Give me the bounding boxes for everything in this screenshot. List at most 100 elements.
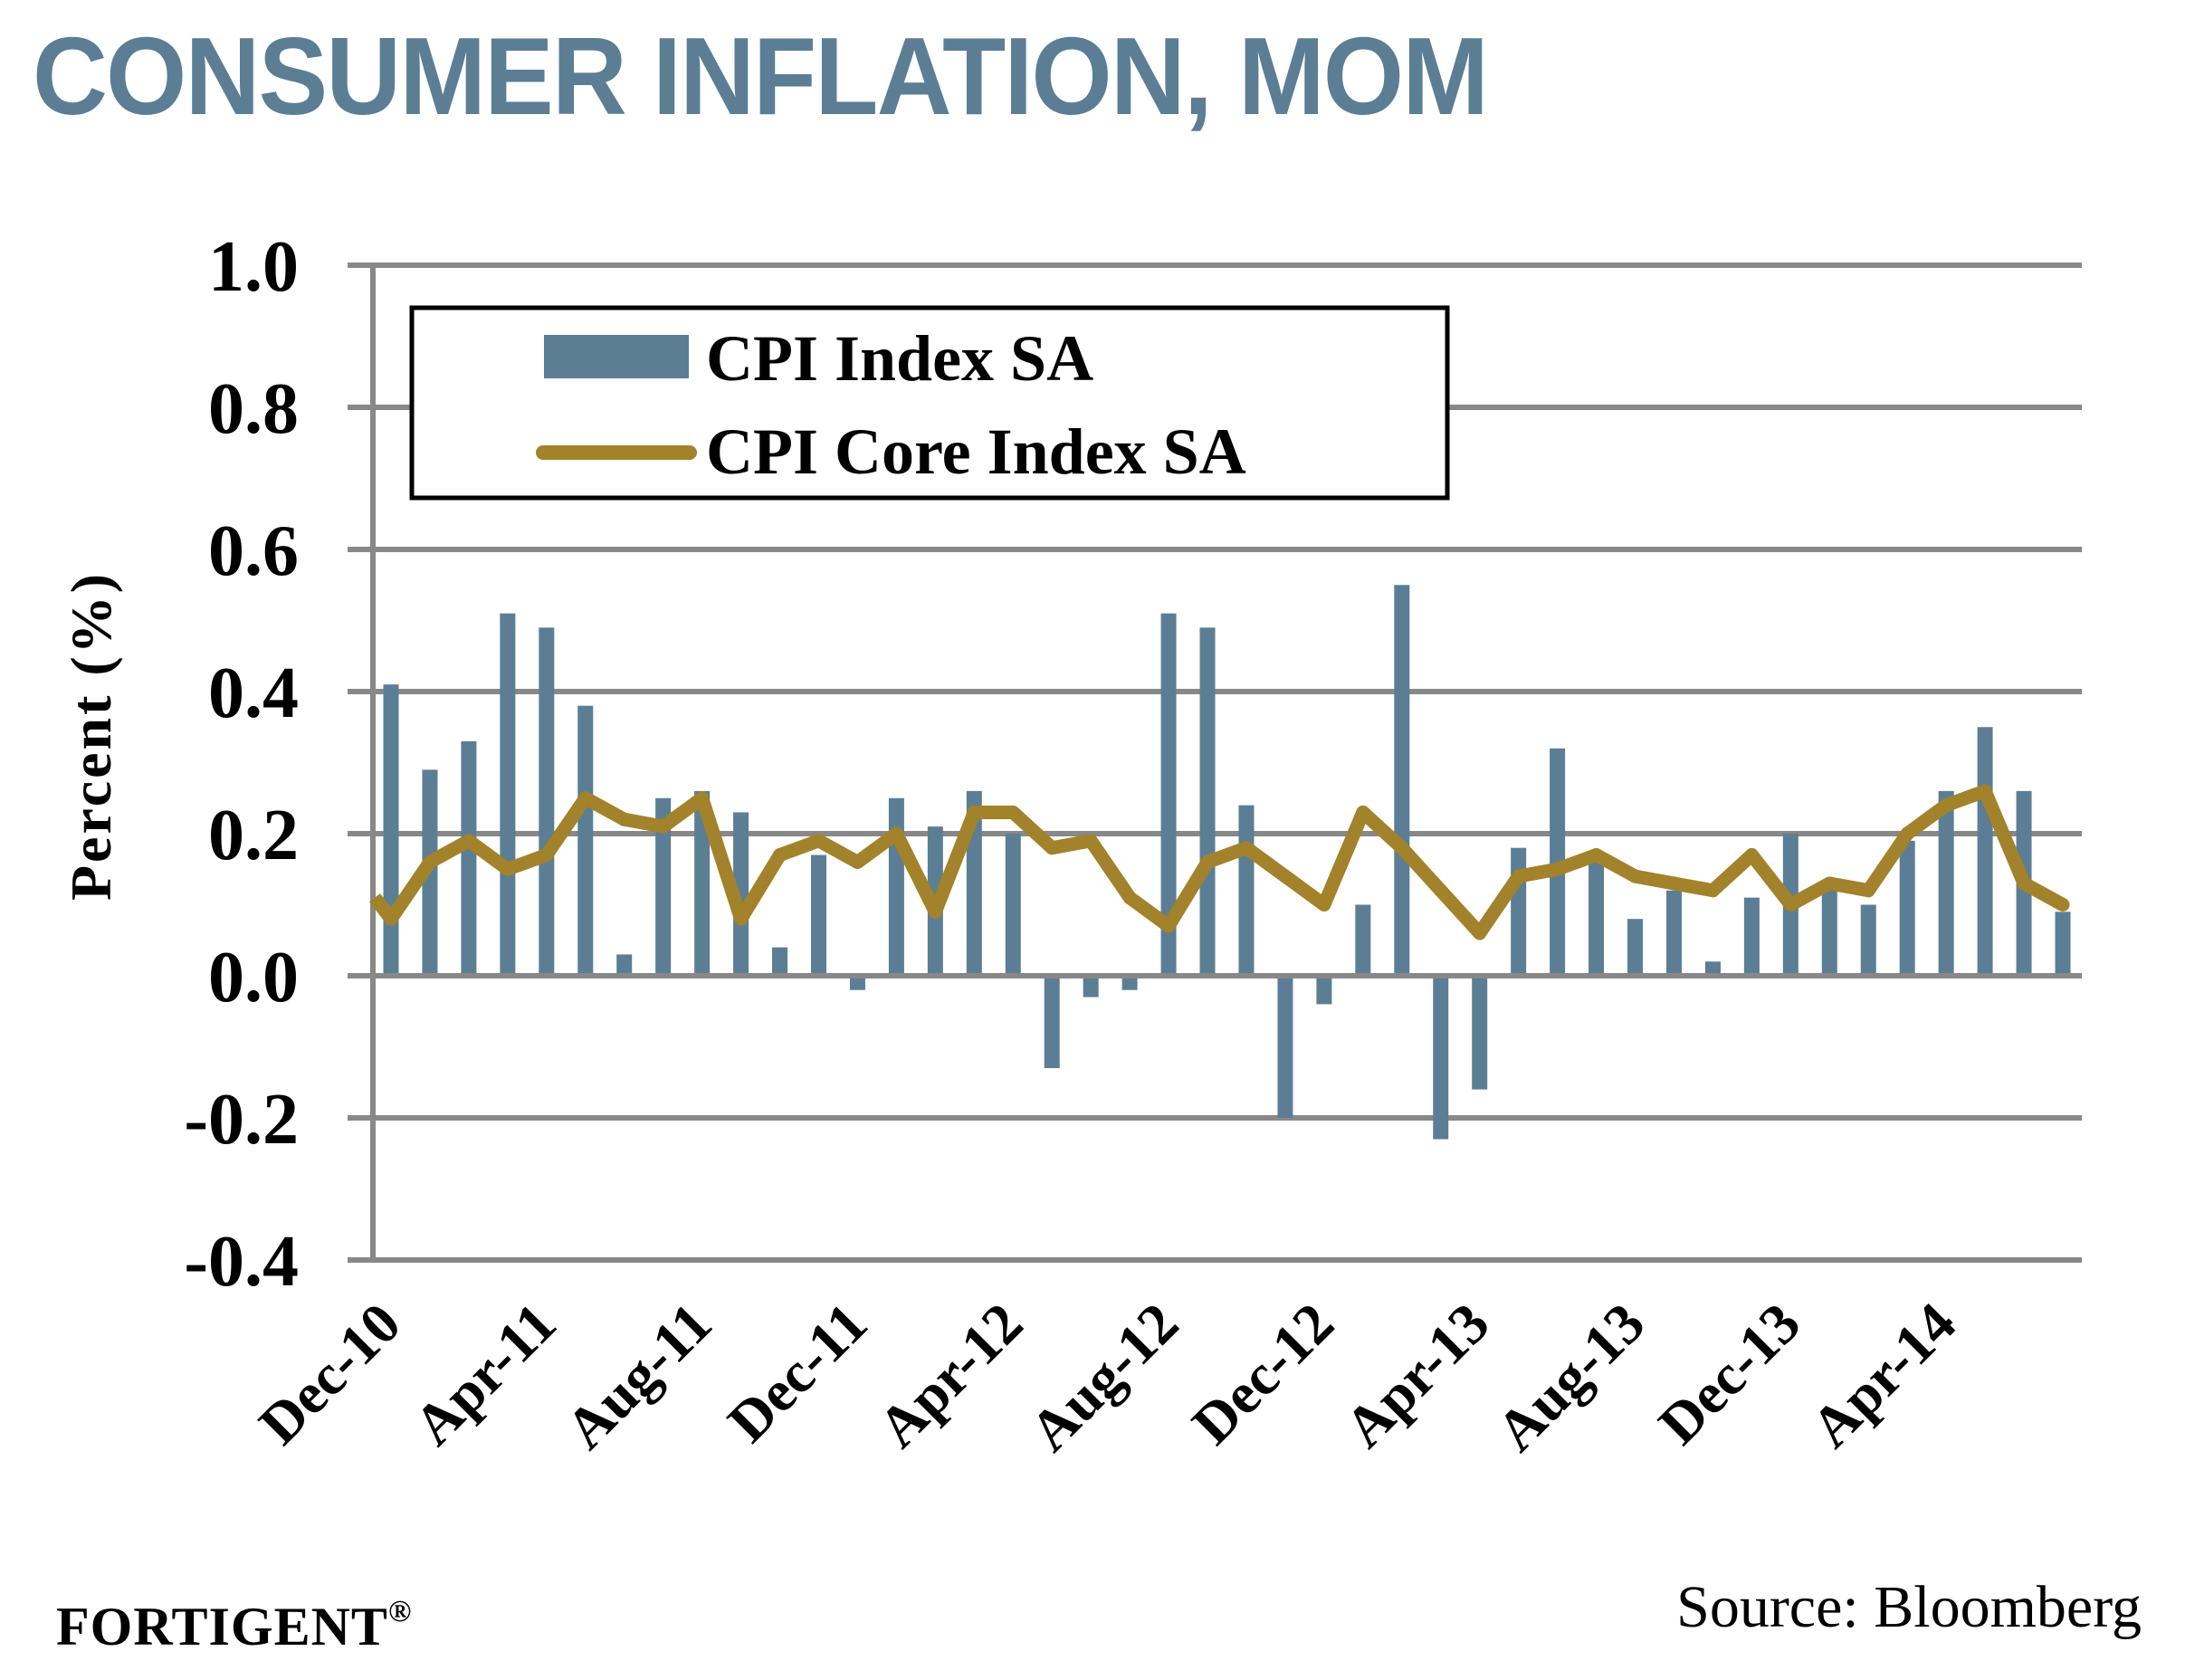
legend: CPI Index SA CPI Core Index SA [409,305,1450,501]
bar-May-13 [1511,847,1527,976]
bar-May-11 [577,705,594,976]
bar-Feb-11 [461,740,477,976]
line-point-Jan-11 [423,854,437,869]
line-point-Jun-12 [1083,834,1098,848]
line-point-Jul-13 [1589,848,1604,863]
line-point-Apr-13 [1473,926,1487,940]
bar-Jul-14 [2055,912,2071,976]
legend-label-cpi-core-index-sa: CPI Core Index SA [706,415,1246,488]
bar-Nov-13 [1743,897,1760,976]
bar-Apr-12 [1005,834,1021,976]
line-point-Dec-10 [384,912,398,926]
line-point-Jan-13 [1356,805,1370,819]
x-tick-label: Aug-11 [553,1291,724,1462]
bar-Sep-11 [733,812,749,976]
bar-Jan-12 [888,797,904,976]
x-tick-label: Aug-13 [1484,1291,1656,1464]
y-tick-label: 0.8 [208,369,299,449]
y-tick-labels: 1.0 0.8 0.6 0.4 0.2 0.0 -0.2 -0.4 [184,227,299,1302]
y-tick-label: 0.2 [208,796,299,875]
line-series-wrap [369,784,2070,940]
y-tick-label: 0.4 [208,654,299,733]
line-point-May-12 [1045,841,1059,855]
line-point-Sep-13 [1666,876,1681,891]
bar-Oct-11 [772,947,788,976]
legend-label-cpi-index-sa: CPI Index SA [706,322,1093,395]
line-point-Oct-13 [1705,883,1720,898]
bar-Aug-11 [694,790,711,976]
line-point-Oct-11 [773,848,787,863]
line-point-Mar-11 [501,862,515,876]
line-point-Jun-11 [617,812,632,826]
line-series-cpi-core-index-sa [369,784,2066,940]
line-point-Jul-11 [656,819,671,834]
line-point-Apr-12 [1006,805,1020,819]
line-point-May-13 [1512,869,1526,883]
bar-Apr-14 [1938,790,1954,976]
bar-Mar-13 [1433,976,1449,1140]
line-point-Jul-12 [1122,891,1137,905]
brand-name: FORTIGENT [56,1597,388,1656]
bar-May-14 [1977,727,1993,976]
line-point-Sep-12 [1200,854,1215,869]
line-point-Aug-12 [1161,919,1176,933]
bar-Sep-13 [1665,890,1682,976]
line-point-Nov-11 [811,834,825,848]
y-tick-label: -0.4 [184,1222,299,1302]
line-point-Dec-13 [1783,898,1798,912]
x-tick-labels: Dec-10Apr-11Aug-11Dec-11Apr-12Aug-12Dec-… [247,1291,1969,1464]
legend-swatch-bar [544,335,689,378]
bar-Jul-13 [1589,862,1605,976]
line-point-Sep-11 [734,912,749,926]
bar-Dec-11 [849,976,865,990]
x-tick-label: Dec-10 [247,1291,413,1456]
line-point-Feb-11 [462,834,476,848]
bar-Dec-12 [1316,976,1332,1005]
line-point-Oct-12 [1239,841,1254,855]
line-point-Jul-14 [2056,898,2070,912]
line-point-Nov-13 [1744,848,1759,863]
bar-Oct-12 [1238,805,1255,976]
bar-Nov-11 [810,854,826,976]
line-point-Jun-13 [1550,862,1565,876]
bar-Sep-12 [1199,627,1216,976]
registered-mark: ® [387,1595,413,1628]
line-point-May-14 [1978,784,1992,798]
y-axis-title: Percent (%) [59,571,123,901]
x-tick-label: Aug-12 [1017,1291,1190,1464]
line-point-Feb-14 [1861,883,1875,898]
line-point-Mar-12 [967,805,981,819]
bar-Jan-13 [1355,904,1371,976]
x-tick-label: Apr-11 [401,1291,568,1457]
line-point-Aug-11 [695,791,710,806]
line-point-Apr-11 [539,848,554,863]
bar-Aug-13 [1627,919,1644,976]
bar-Mar-14 [1899,840,1915,976]
y-tick-label: -0.2 [184,1080,299,1160]
bar-Jan-14 [1821,883,1837,976]
line-point-May-11 [578,791,593,806]
line-point-Nov-12 [1278,869,1293,883]
line-point-Jan-14 [1822,876,1837,891]
bar-Nov-12 [1277,976,1293,1118]
bar-Apr-11 [539,627,555,976]
line-point-Mar-14 [1900,826,1914,841]
bar-Jun-12 [1083,976,1099,998]
line-point-Apr-14 [1939,798,1953,813]
x-tick-label: Dec-12 [1179,1291,1345,1456]
line-point-Aug-13 [1628,869,1643,883]
x-tick-label: Apr-12 [865,1291,1035,1460]
y-tick-label: 0.0 [208,938,299,1017]
bar-Jul-12 [1121,976,1138,990]
x-tick-label: Dec-13 [1646,1291,1812,1456]
line-point-Jan-12 [889,826,903,841]
line-point-Feb-12 [928,904,942,919]
x-tick-label: Dec-11 [715,1291,879,1455]
bar-Mar-11 [500,613,516,976]
brand-logo: FORTIGENT® [56,1595,412,1658]
bar-Feb-14 [1860,904,1876,976]
bar-Dec-10 [383,684,399,976]
line-point-Dec-12 [1317,898,1331,912]
source-note: Source: Bloomberg [1676,1574,2142,1640]
bar-Jun-11 [616,954,633,976]
